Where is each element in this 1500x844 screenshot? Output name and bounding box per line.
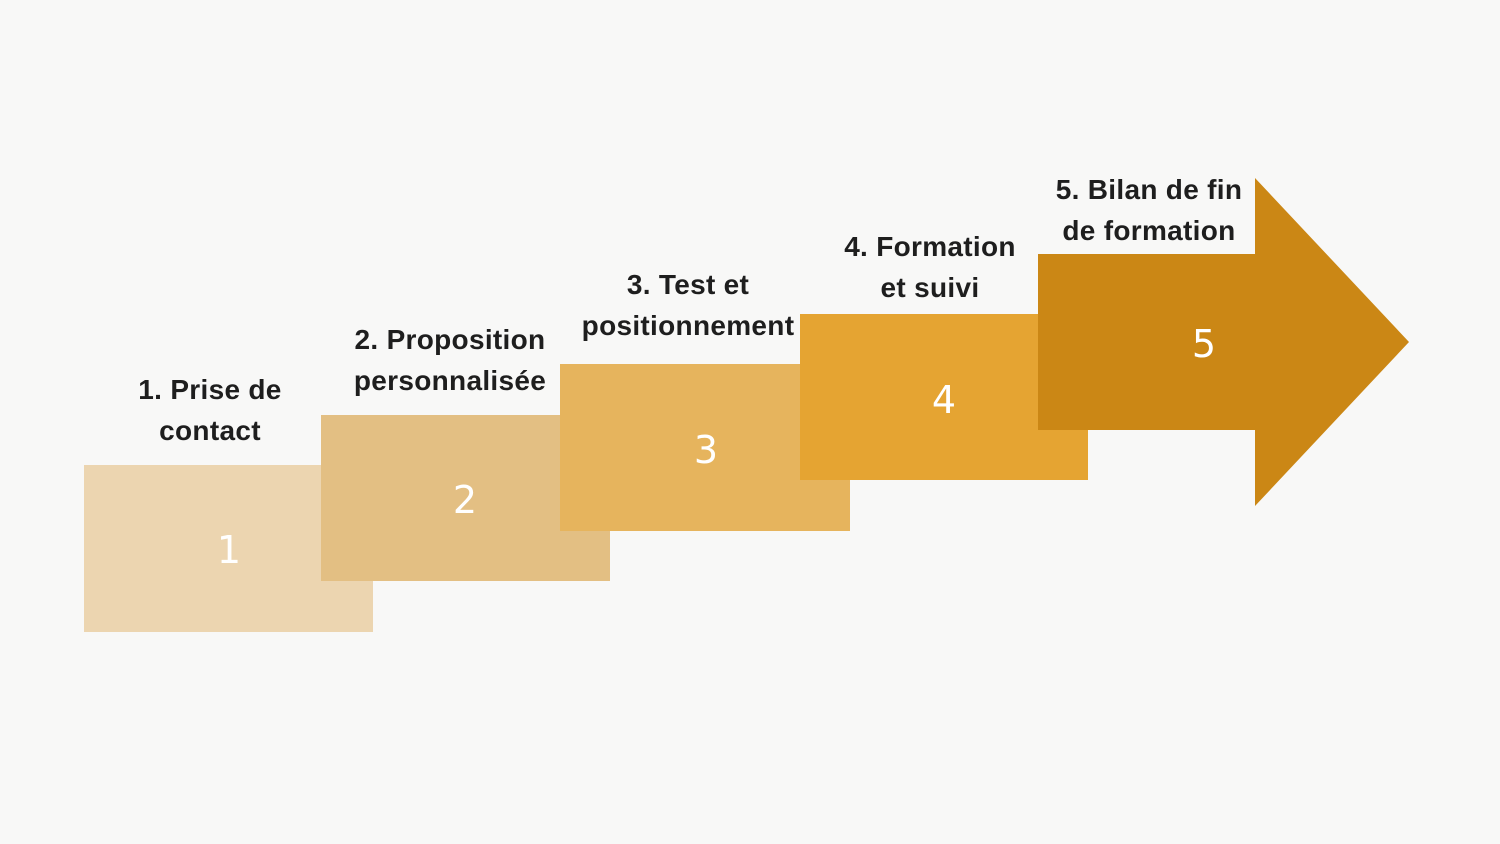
- step-5-label: 5. Bilan de fin de formation: [1040, 169, 1258, 251]
- step-2-label-line1: 2. Proposition: [354, 324, 546, 355]
- step-3-label-line2: positionnement: [581, 310, 795, 341]
- step-3-number: 3: [694, 428, 718, 472]
- step-5-label-line2: de formation: [1062, 215, 1236, 246]
- step-2-label: 2. Proposition personnalisée: [335, 319, 565, 401]
- step-1-label-line2: contact: [159, 415, 261, 446]
- step-4-number: 4: [932, 378, 956, 422]
- step-3-label-line1: 3. Test et: [626, 269, 750, 300]
- step-4-label-line2: et suivi: [880, 272, 980, 303]
- step-1-label-line1: 1. Prise de: [138, 374, 282, 405]
- step-5-number: 5: [1192, 322, 1216, 366]
- step-2-number: 2: [453, 478, 477, 522]
- step-3-label: 3. Test et positionnement: [573, 264, 803, 346]
- step-5-label-line1: 5. Bilan de fin: [1055, 174, 1243, 205]
- step-4-label-line1: 4. Formation: [844, 231, 1016, 262]
- step-5-arrow: [1038, 178, 1409, 506]
- step-1-number: 1: [217, 528, 241, 572]
- step-4-label: 4. Formation et suivi: [825, 226, 1035, 308]
- step-2-label-line2: personnalisée: [353, 365, 547, 396]
- step-1-label: 1. Prise de contact: [110, 369, 310, 451]
